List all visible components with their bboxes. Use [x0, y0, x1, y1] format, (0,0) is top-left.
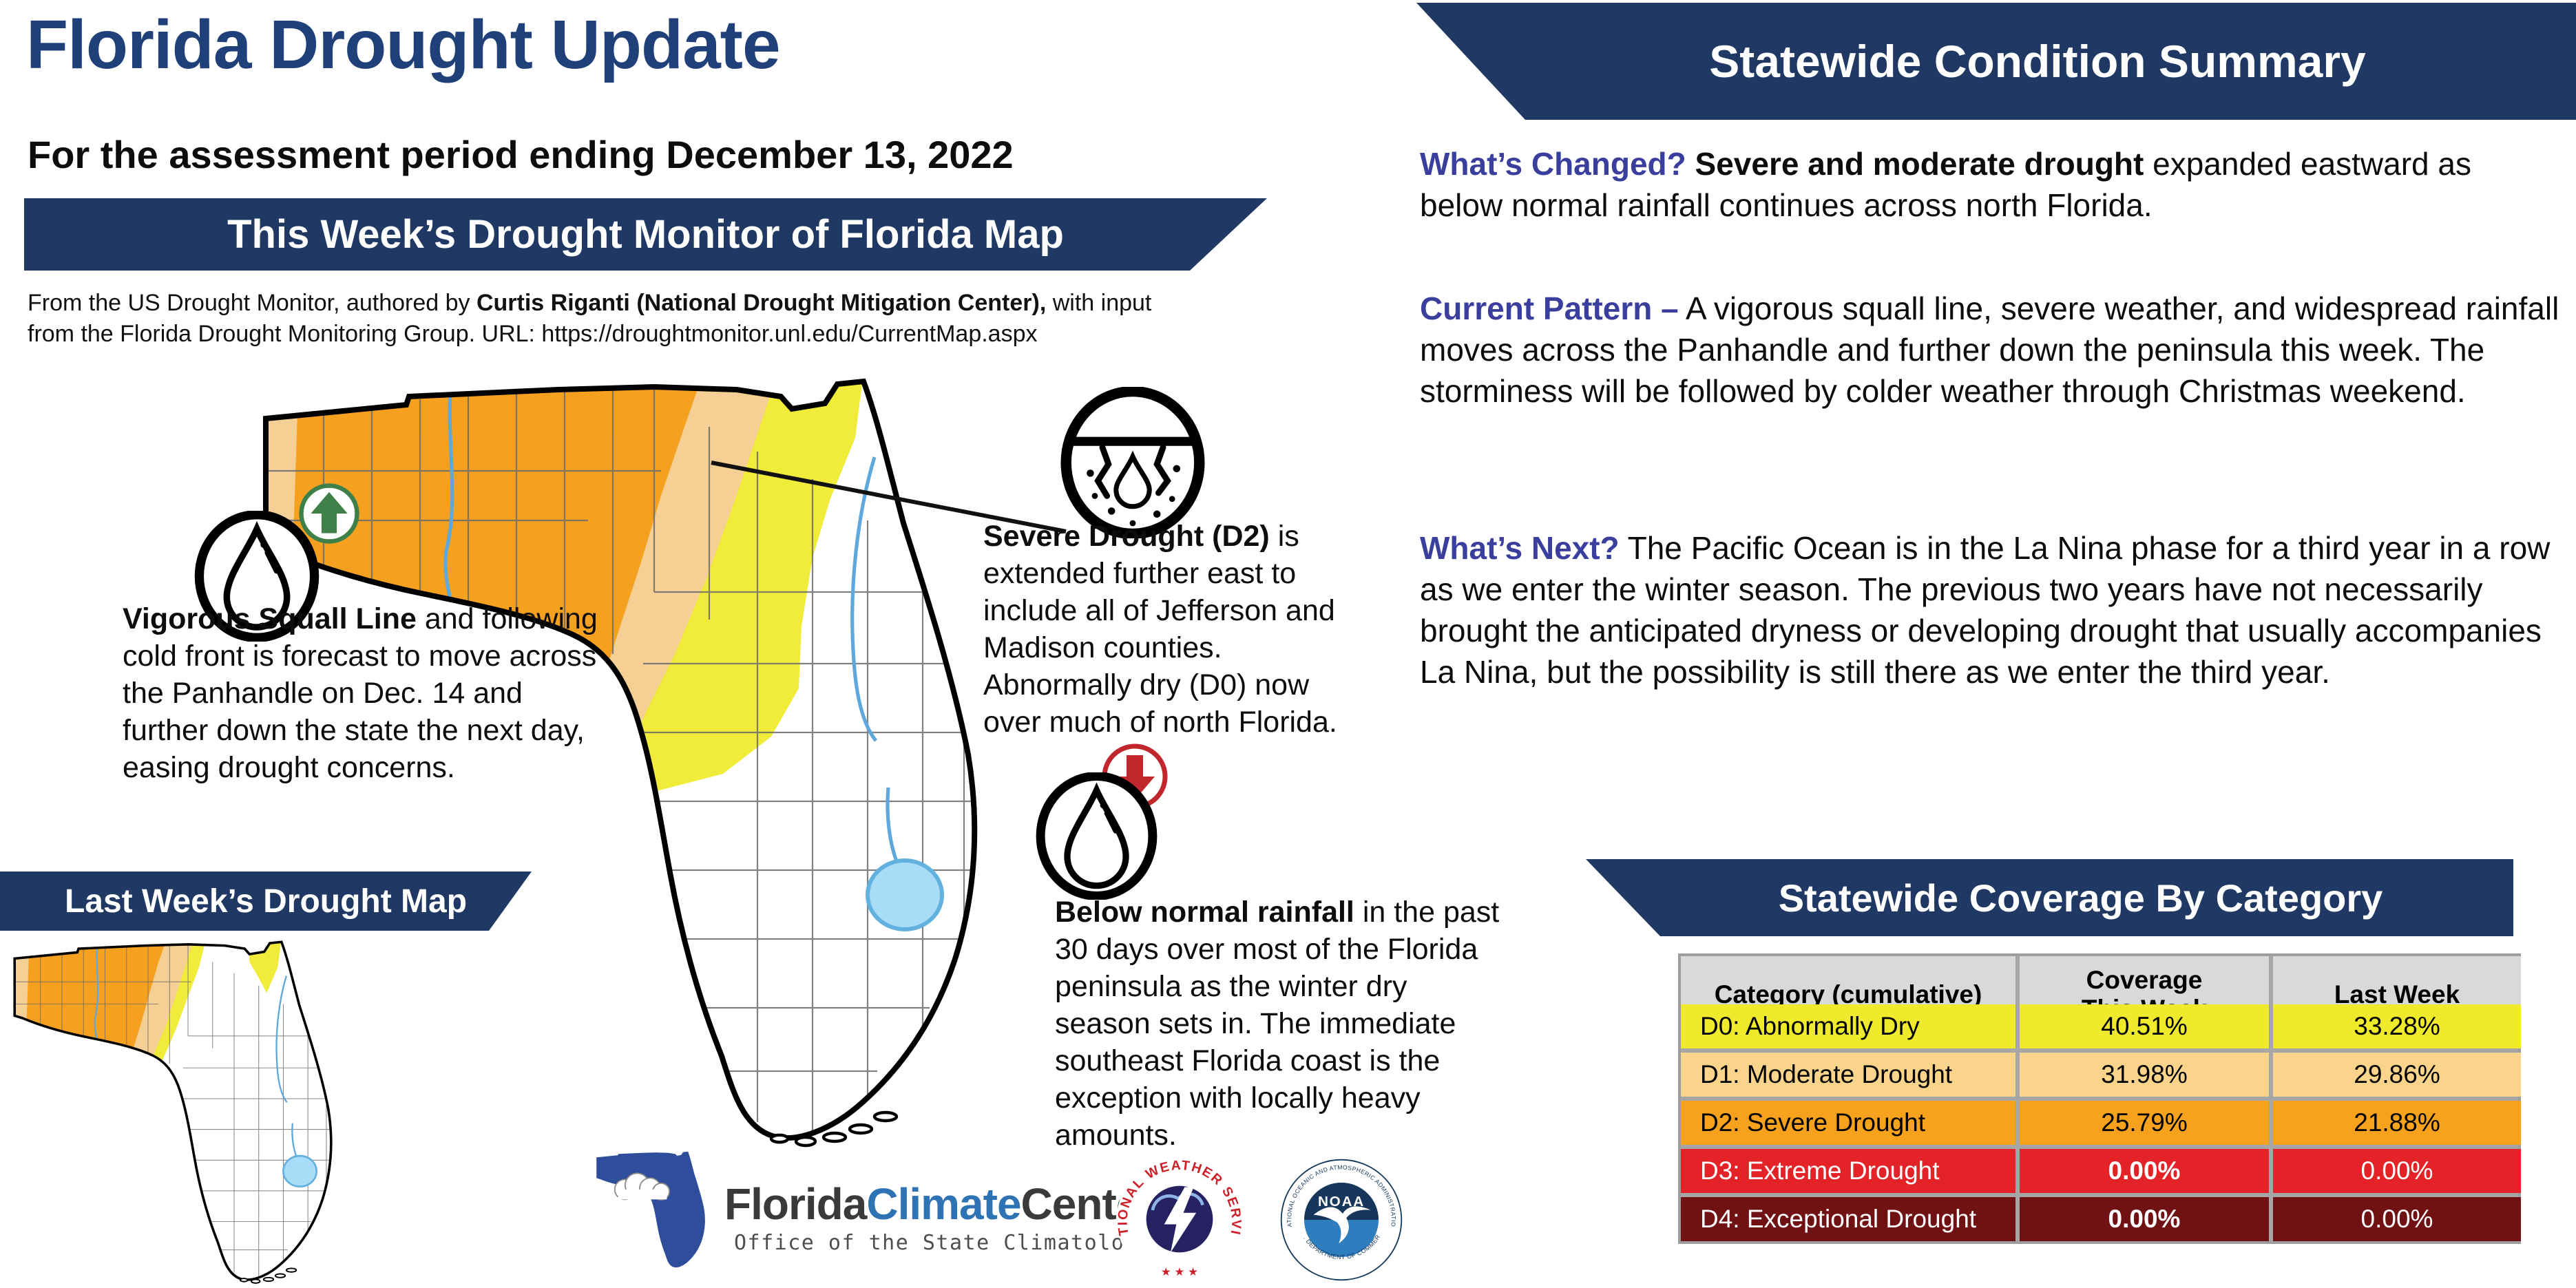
statewide-condition-summary-banner: Statewide Condition Summary [1416, 3, 2576, 120]
rainfall-annotation: Below normal rainfall in the past 30 day… [1055, 896, 1500, 1152]
statewide-coverage-banner: Statewide Coverage By Category [1586, 859, 2513, 936]
current-pattern-paragraph: Current Pattern – A vigorous squall line… [1420, 291, 2559, 409]
whats-changed-paragraph: What’s Changed? Severe and moderate drou… [1420, 146, 2471, 223]
severe-drought-callout-line [711, 461, 1067, 534]
florida-climate-center-logo-icon [596, 1151, 705, 1268]
florida-climate-center-wordmark: Florida Climate Center [724, 1179, 1157, 1229]
this-week-map-banner-label: This Week’s Drought Monitor of Florida M… [227, 212, 1064, 257]
assessment-period-subtitle: For the assessment period ending Decembe… [28, 133, 1014, 176]
whats-next-lead: What’s Next? [1420, 530, 1620, 566]
coverage-table: Category (cumulative) Coverage This Week… [1678, 953, 2521, 1244]
raindrop-icon [1036, 772, 1158, 900]
whats-next-paragraph: What’s Next? The Pacific Ocean is in the… [1420, 530, 2551, 690]
last-week-map-banner: Last Week’s Drought Map [0, 872, 532, 931]
noaa-logo-icon: NOAA NATIONAL OCEANIC AND ATMOSPHERIC AD… [1279, 1158, 1403, 1281]
source-line-2: from the Florida Drought Monitoring Grou… [28, 321, 1038, 347]
noaa-name: NOAA [1318, 1194, 1365, 1210]
increase-arrow-icon [299, 483, 359, 544]
current-pattern-lead: Current Pattern – [1420, 291, 1679, 326]
this-week-map-banner: This Week’s Drought Monitor of Florida M… [24, 198, 1267, 271]
raindrop-icon [194, 511, 320, 642]
source-attribution: From the US Drought Monitor, authored by… [28, 288, 1260, 350]
statewide-coverage-label: Statewide Coverage By Category [1778, 876, 2383, 920]
source-line-1: From the US Drought Monitor, authored by… [28, 290, 1152, 316]
office-state-climatologist-label: Office of the State Climatologist [734, 1231, 1179, 1255]
last-week-drought-map [13, 940, 333, 1284]
whats-changed-lead: What’s Changed? [1420, 146, 1686, 182]
page-title: Florida Drought Update [26, 6, 781, 83]
this-week-drought-map [241, 372, 1081, 1157]
cracked-soil-drop-icon [1060, 387, 1205, 538]
last-week-map-banner-label: Last Week’s Drought Map [64, 883, 468, 920]
nws-stars: ★ ★ ★ [1161, 1265, 1198, 1278]
severe-drought-annotation: Severe Drought (D2) is extended further … [983, 520, 1337, 739]
squall-annotation: Vigorous Squall Line and following cold … [123, 602, 598, 784]
statewide-condition-summary-label: Statewide Condition Summary [1709, 36, 2366, 87]
national-weather-service-logo-icon: NATIONAL WEATHER SERVICE ★ ★ ★ [1116, 1155, 1243, 1282]
